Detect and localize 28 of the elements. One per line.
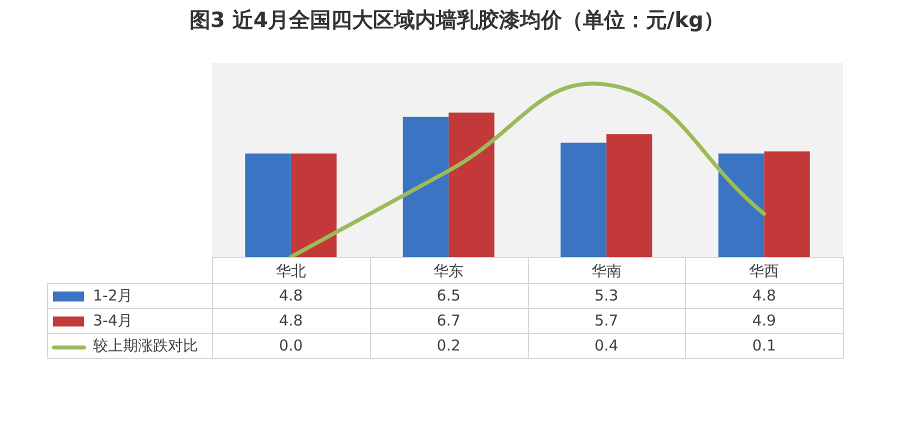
data-label: 4.9 bbox=[752, 311, 776, 330]
data-label: 4.8 bbox=[752, 286, 776, 304]
data-label: 0.4 bbox=[594, 336, 618, 354]
legend-label: 3-4月 bbox=[93, 311, 132, 330]
data-label: 5.7 bbox=[594, 311, 618, 330]
x-tick-label: 华南 bbox=[591, 262, 622, 280]
x-tick-label: 华北 bbox=[276, 262, 306, 280]
data-label: 0.1 bbox=[752, 336, 776, 354]
bar bbox=[606, 134, 652, 257]
bar bbox=[245, 154, 291, 257]
bar bbox=[402, 116, 449, 257]
bar bbox=[718, 154, 764, 257]
legend-label: 1-2月 bbox=[93, 286, 132, 304]
x-tick-label: 华东 bbox=[434, 262, 464, 280]
data-label: 4.8 bbox=[278, 286, 303, 304]
data-label: 0.2 bbox=[436, 336, 461, 354]
data-label: 0.0 bbox=[278, 336, 303, 354]
data-label: 5.3 bbox=[594, 286, 618, 304]
data-label: 6.5 bbox=[436, 286, 461, 304]
x-tick-label: 华西 bbox=[749, 262, 780, 280]
bar bbox=[448, 112, 494, 257]
data-label: 6.7 bbox=[436, 311, 461, 330]
bar bbox=[764, 151, 810, 257]
chart-title: 图3 近4月全国四大区域内墙乳胶漆均价（单位：元/kg） bbox=[188, 7, 726, 33]
legend-label: 较上期涨跌对比 bbox=[93, 336, 198, 354]
data-label: 4.8 bbox=[278, 311, 303, 330]
bar bbox=[560, 142, 606, 257]
bar bbox=[290, 154, 337, 257]
